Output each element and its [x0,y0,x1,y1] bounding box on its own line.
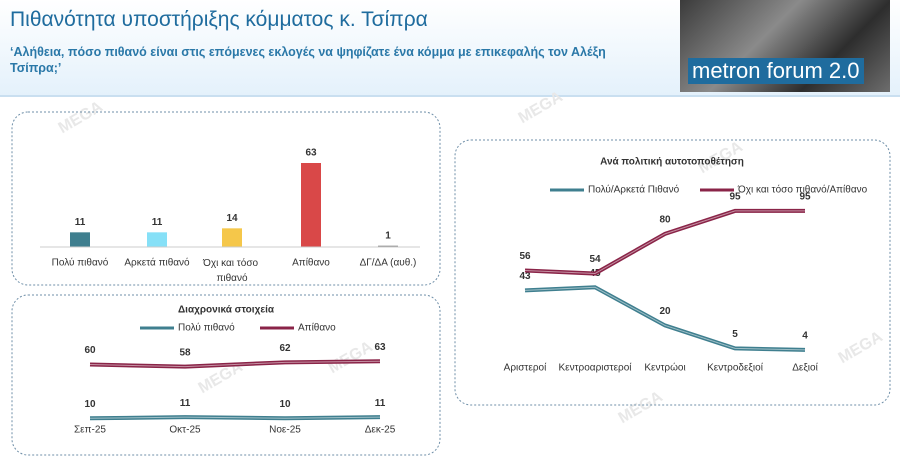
watermark: MEGA [516,88,566,127]
value-label: 63 [305,148,317,159]
panel [11,294,441,456]
x-tick-label: Κεντροαριστεροί [558,362,632,374]
panel [454,139,891,406]
subtitle: ‘Αλήθεια, πόσο πιθανό είναι στις επόμενε… [10,45,606,75]
line-highlight [89,416,381,419]
legend-label: Πολύ/Αρκετά Πιθανό [588,184,680,196]
chart-title: Διαχρονικά στοιχεία [178,305,275,316]
value-label: 63 [374,342,386,353]
bar [70,232,90,247]
value-label: 4 [802,331,808,342]
value-label: 20 [659,306,671,317]
panel [11,111,441,286]
value-label: 60 [84,345,96,356]
bar [222,228,242,247]
value-label: 54 [589,254,601,265]
line-highlight [524,210,805,275]
x-tick-label: Απίθανο [292,257,330,269]
x-tick-label: Κεντρώοι [644,362,685,374]
legend-label: Πολύ πιθανό [178,322,235,334]
watermark: MEGA [56,98,106,137]
value-label: 10 [84,399,96,410]
bar [378,245,398,247]
line-highlight [524,286,806,351]
bar [147,232,167,247]
x-tick-label: Πολύ πιθανό [52,257,109,269]
value-label: 56 [519,251,531,262]
legend-label: Απίθανο [298,322,336,334]
x-tick-label: Αριστεροί [504,362,547,374]
header: Πιθανότητα υποστήριξης κόμματος κ. Τσίπρ… [0,0,900,97]
value-label: 11 [375,398,386,409]
value-label: 11 [152,217,163,228]
value-label: 5 [732,329,738,340]
value-label: 10 [279,399,291,410]
title: Πιθανότητα υποστήριξης κόμματος κ. Τσίπρ… [10,8,428,31]
logo-text: metron forum 2.0 [688,58,864,84]
chart-title: Ανά πολιτική αυτοτοποθέτηση [600,157,744,168]
line [524,285,806,352]
value-label: 11 [75,217,86,228]
value-label: 1 [385,230,391,241]
x-tick-label: Αρκετά πιθανό [124,257,190,269]
value-label: 43 [519,271,531,282]
x-tick-label: Κεντροδεξιοί [707,362,764,374]
x-tick-label: Δεξιοί [792,362,818,374]
x-tick-label: Σεπ-25 [74,425,106,436]
x-tick-label: Όχι και τόσο πιθανό [202,257,261,284]
watermark: MEGA [836,328,886,367]
legend-label: Όχι και τόσο πιθανό/Απίθανο [737,184,868,196]
value-label: 11 [180,398,191,409]
value-label: 58 [179,347,191,358]
value-label: 14 [226,213,238,224]
value-label: 80 [659,214,671,225]
value-label: 95 [729,192,741,203]
x-tick-label: ΔΓ/ΔΑ (αυθ.) [360,258,417,269]
bar [301,163,321,247]
watermark: MEGA [616,388,666,427]
x-tick-label: Δεκ-25 [365,425,396,436]
value-label: 95 [799,192,811,203]
value-label: 62 [279,343,291,354]
watermark: MEGA [326,338,376,377]
x-tick-label: Νοε-25 [269,425,301,436]
x-tick-label: Οκτ-25 [169,425,201,436]
line-highlight [89,360,381,368]
logo: metron forum 2.0 [680,0,890,92]
